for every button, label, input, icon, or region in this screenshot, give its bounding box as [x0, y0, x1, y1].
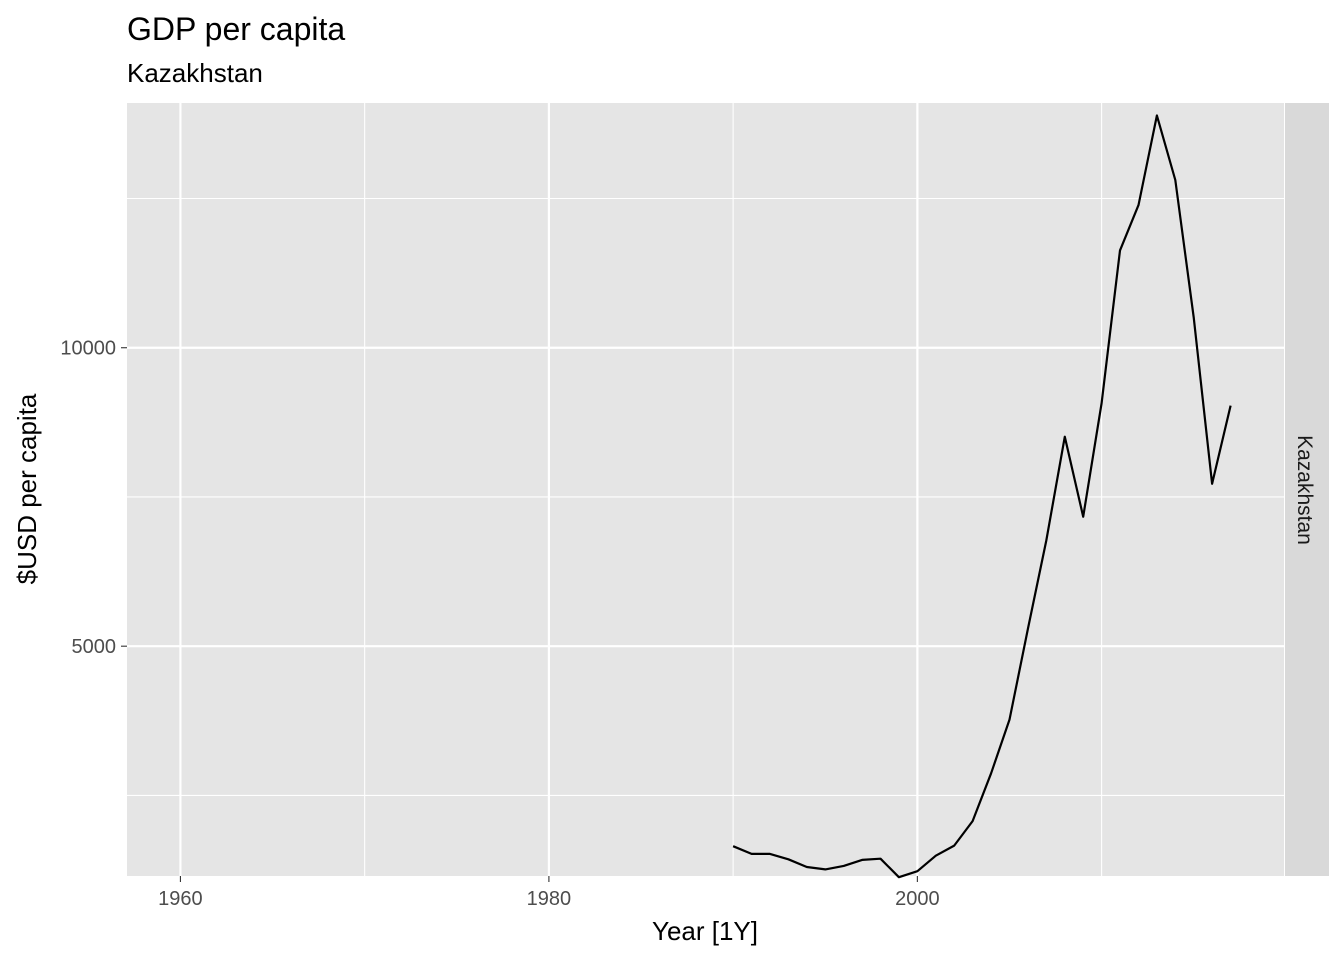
chart-title: GDP per capita: [127, 11, 345, 47]
x-axis-ticks: 1960 1980 2000: [158, 876, 940, 910]
grid-minor: [127, 103, 1284, 876]
plot-panel: [127, 103, 1284, 876]
chart-subtitle: Kazakhstan: [127, 58, 263, 88]
y-tick-label-10000: 10000: [60, 338, 116, 360]
y-axis-ticks: 5000 10000: [60, 338, 127, 658]
facet-strip-label: Kazakhstan: [1293, 435, 1316, 545]
y-tick-label-5000: 5000: [72, 636, 117, 658]
x-tick-label-1960: 1960: [158, 888, 203, 910]
facet-strip: [1285, 103, 1329, 876]
x-tick-label-2000: 2000: [895, 888, 940, 910]
y-axis-label: $USD per capita: [12, 393, 42, 584]
x-tick-label-1980: 1980: [527, 888, 572, 910]
grid-major: [127, 103, 1284, 876]
series-line: [732, 114, 1232, 879]
x-axis-label: Year [1Y]: [652, 916, 758, 946]
